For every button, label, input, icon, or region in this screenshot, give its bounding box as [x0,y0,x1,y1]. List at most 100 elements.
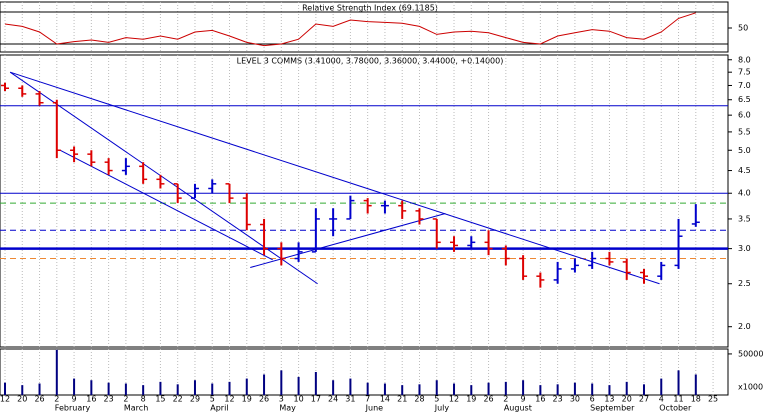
y-tick-label: 50 [738,24,748,33]
volume-bar [55,349,58,395]
rsi-title: Relative Strength Index (69.1185) [302,4,438,13]
volume-bar [401,385,404,395]
x-tick-label: 22 [173,395,183,404]
x-tick-label: 19 [466,395,476,404]
volume-bar [4,382,6,395]
volume-bar [21,385,24,395]
volume-bar [211,383,214,395]
x-tick-label: 28 [414,395,424,404]
volume-bar [193,380,196,395]
volume-bar [522,380,525,395]
x-tick-label: 3 [279,395,284,404]
x-tick-label: 12 [449,395,459,404]
x-tick-label: 6 [590,395,595,404]
volume-bar [263,374,266,395]
x-tick-label: 26 [259,395,269,404]
x-tick-label: 16 [535,395,545,404]
volume-bar [487,382,490,395]
volume-panel [0,348,729,396]
y-tick-label: 4.5 [738,166,751,175]
y-tick-label: 2.0 [738,322,751,331]
volume-bar [591,383,594,395]
x-tick-label: 5 [434,395,439,404]
x-tick-label: 4 [659,395,664,404]
volume-bar [245,378,248,395]
y-tick-label: 3.5 [738,214,751,223]
x-tick-label: 29 [190,395,200,404]
x-tick-label: 2 [503,395,508,404]
volume-bar [38,383,41,395]
x-tick-label: 20 [17,395,27,404]
y-tick-label: 5.5 [738,127,751,136]
x-tick-label: 23 [553,395,563,404]
month-label: August [504,404,532,412]
x-tick-label: 19 [242,395,252,404]
volume-bar [556,384,559,395]
volume-bar [73,378,76,395]
y-tick-label: 50000 [738,349,763,358]
volume-bar [625,381,628,395]
month-label: February [55,404,91,412]
x-tick-label: 16 [86,395,96,404]
x-tick-label: 7 [365,395,370,404]
x-tick-label: 23 [104,395,114,404]
volume-bar [677,370,680,395]
x-tick-label: 27 [639,395,649,404]
rsi-line [4,12,696,47]
x-tick-label: 31 [345,395,355,404]
volume-bar [280,370,283,395]
volume-bar [142,385,145,395]
x-tick-label: 17 [311,395,321,404]
x-tick-label: 10 [293,395,303,404]
volume-bar [107,382,110,395]
month-label: June [365,404,384,412]
x-tick-label: 18 [691,395,701,404]
volume-bar [314,372,317,395]
x-tick-label: 30 [570,395,580,404]
volume-bar [383,383,386,395]
volume-bar [539,385,542,395]
volume-bar [176,384,179,395]
x-tick-label: 13 [604,395,614,404]
rsi-panel [0,1,729,53]
trend-line [10,71,660,285]
volume-bar [349,378,352,395]
x-tick-label: 12 [224,395,234,404]
volume-bar [660,378,663,395]
month-label: September [590,404,635,412]
x-tick-label: 26 [483,395,493,404]
month-label: April [210,404,228,412]
x-tick-label: 21 [397,395,407,404]
volume-bar [124,383,127,395]
y-tick-label: 6.5 [738,95,751,104]
trend-line [60,149,273,261]
month-label: October [659,404,692,412]
volume-unit: x1000 [738,383,763,392]
month-label: May [279,404,296,412]
month-label: March [124,404,148,412]
x-tick-label: 9 [72,395,77,404]
volume-bar [159,381,162,395]
volume-bar [90,380,93,395]
x-tick-label: 2 [123,395,128,404]
y-tick-label: 6.0 [738,111,751,120]
y-tick-label: 2.5 [738,279,751,288]
volume-bar [453,383,456,395]
y-tick-label: 7.0 [738,81,751,90]
x-tick-label: 12 [0,395,10,404]
x-tick-label: 24 [328,395,338,404]
volume-bar [642,384,645,395]
volume-bar [228,381,231,395]
volume-bar [418,384,421,395]
y-tick-label: 4.0 [738,189,751,198]
x-tick-label: 5 [210,395,215,404]
price-panel [0,54,729,348]
y-tick-label: 3.0 [738,244,751,253]
trend-line [250,213,446,268]
x-tick-label: 26 [34,395,44,404]
y-tick-label: 7.5 [738,68,751,77]
volume-bar [608,385,611,395]
y-tick-label: 5.0 [738,146,751,155]
volume-bar [504,381,507,395]
volume-bar [694,374,697,395]
